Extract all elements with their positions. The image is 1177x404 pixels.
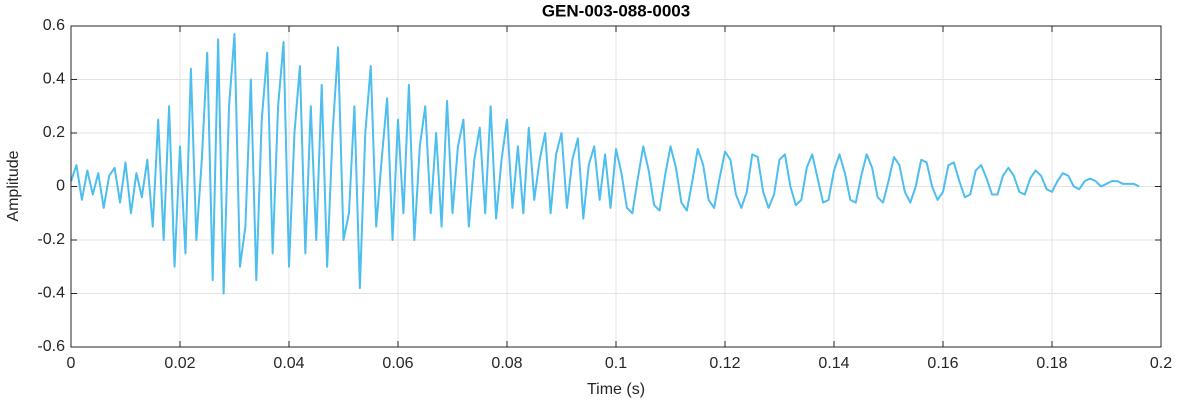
x-tick-label: 0.14 <box>818 355 849 372</box>
chart-title: GEN-003-088-0003 <box>542 1 690 20</box>
x-tick-label: 0.08 <box>491 355 522 372</box>
y-tick-label: -0.6 <box>37 338 65 355</box>
waveform-line <box>70 33 1140 295</box>
x-tick-label: 0.16 <box>927 355 958 372</box>
y-tick-label: -0.2 <box>37 231 65 248</box>
x-tick-label: 0.02 <box>164 355 195 372</box>
y-tick-label: 0.4 <box>43 71 65 88</box>
x-tick-label: 0.06 <box>382 355 413 372</box>
axes-box <box>70 25 1162 348</box>
y-tick-label: 0.6 <box>43 17 65 34</box>
x-tick-label: 0.1 <box>605 355 627 372</box>
y-tick-label: 0.2 <box>43 124 65 141</box>
x-tick-label: 0.2 <box>1150 355 1172 372</box>
y-tick-label: -0.4 <box>37 285 65 302</box>
x-tick-label: 0.18 <box>1036 355 1067 372</box>
y-axis-label: Amplitude <box>5 150 22 221</box>
x-axis-label: Time (s) <box>587 381 645 398</box>
y-tick-label: 0 <box>56 178 65 195</box>
x-tick-label: 0.12 <box>709 355 740 372</box>
x-tick-label: 0 <box>67 355 76 372</box>
x-tick-label: 0.04 <box>273 355 304 372</box>
